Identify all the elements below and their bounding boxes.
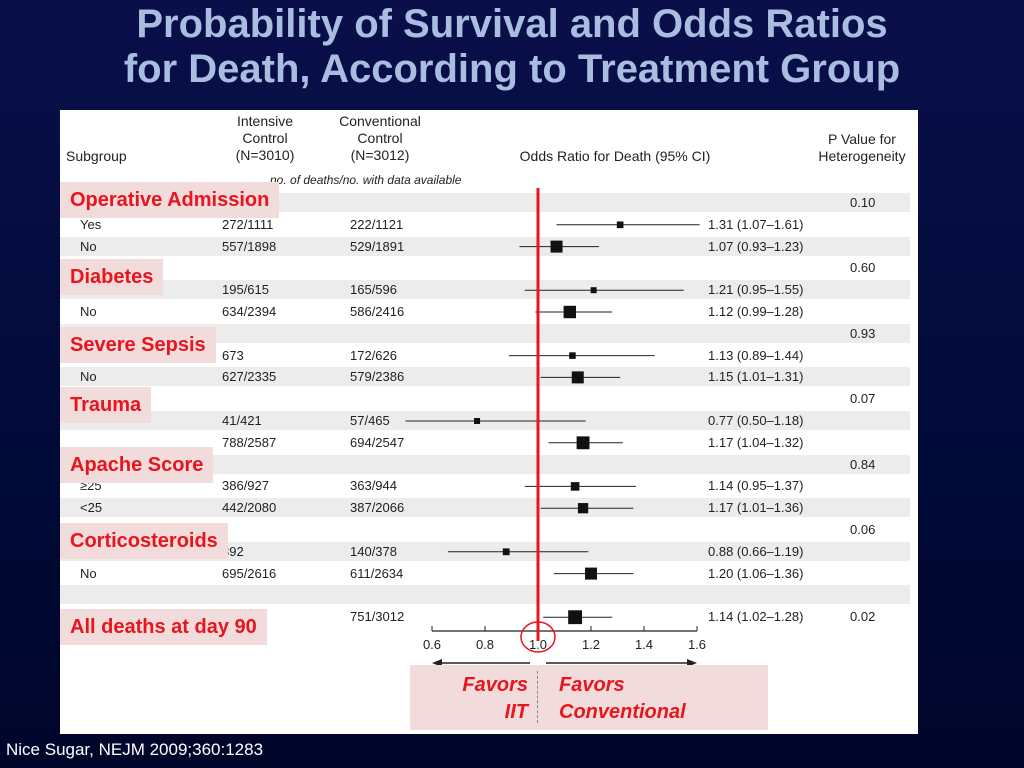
row-odds-ratio-ci: 1.20 (1.06–1.36)	[708, 565, 804, 581]
title-line-2: for Death, According to Treatment Group	[123, 47, 901, 91]
row-band	[60, 236, 910, 256]
reference-highlight-circle	[520, 621, 556, 653]
favors-box: Favors IIT Favors Conventional	[410, 665, 768, 730]
x-tick-label: 1.0	[529, 637, 547, 652]
odds-ratio-marker	[563, 305, 577, 319]
row-p-value: 0.93	[850, 325, 876, 341]
favors-iit: Favors IIT	[462, 674, 528, 723]
label-operative-admission: Operative Admission	[60, 182, 280, 218]
row-conventional: 57/465	[350, 413, 390, 428]
odds-ratio-marker	[568, 610, 583, 625]
row-conventional: 172/626	[350, 347, 397, 363]
label-severe-sepsis: Severe Sepsis	[60, 327, 216, 363]
row-conventional: 222/1121	[350, 216, 404, 232]
odds-ratio-marker	[585, 567, 597, 580]
row-p-value: 0.02	[850, 609, 876, 625]
row-subgroup: No	[80, 238, 97, 254]
row-band	[60, 323, 910, 343]
row-odds-ratio-ci: 1.14 (0.95–1.37)	[708, 478, 804, 494]
odds-ratio-marker	[570, 482, 580, 491]
row-band	[60, 367, 910, 387]
row-conventional: 694/2547	[350, 434, 405, 450]
row-band	[60, 280, 910, 300]
row-conventional: 387/2066	[350, 500, 405, 516]
row-p-value: 0.84	[850, 456, 876, 472]
row-odds-ratio-ci: 1.17 (1.04–1.32)	[708, 434, 804, 450]
row-band	[60, 498, 910, 518]
row-intensive: 673	[222, 347, 244, 363]
row-subgroup: No	[80, 304, 97, 319]
row-subgroup: No	[80, 369, 97, 385]
odds-ratio-marker	[616, 221, 624, 229]
row-conventional: 586/2416	[350, 304, 405, 319]
row-conventional: 611/2634	[350, 565, 404, 581]
x-tick-label: 1.2	[582, 637, 600, 652]
row-odds-ratio-ci: 1.17 (1.01–1.36)	[708, 500, 804, 516]
citation-footer: Nice Sugar, NEJM 2009;360:1283	[6, 740, 264, 759]
row-subgroup: Yes	[80, 216, 102, 232]
row-p-value: 0.60	[850, 260, 876, 276]
row-intensive: 557/1898	[222, 238, 277, 254]
row-odds-ratio-ci: 0.88 (0.66–1.19)	[708, 543, 804, 559]
odds-ratio-marker	[576, 436, 590, 450]
title-line-1: Probability of Survival and Odds Ratios	[136, 2, 888, 46]
row-p-value: 0.10	[850, 195, 876, 210]
x-tick-label: 0.8	[476, 637, 494, 652]
row-odds-ratio-ci: 1.07 (0.93–1.23)	[708, 238, 804, 254]
row-conventional: 165/596	[350, 282, 397, 298]
x-tick-label: 0.6	[423, 637, 441, 652]
row-intensive: 634/2394	[222, 304, 277, 319]
row-subgroup: No	[80, 565, 97, 581]
label-apache-score: Apache Score	[60, 447, 214, 483]
favors-divider	[537, 671, 538, 723]
row-subgroup: <25	[80, 500, 103, 516]
row-intensive: 272/1111	[222, 216, 274, 232]
row-odds-ratio-ci: 1.21 (0.95–1.55)	[708, 282, 804, 298]
row-p-value: 0.06	[850, 522, 876, 537]
row-odds-ratio-ci: 0.77 (0.50–1.18)	[708, 413, 804, 428]
header-subheader: no. of deaths/no. with data available	[270, 173, 462, 187]
header-odds-ratio: Odds Ratio for Death (95% CI)	[519, 148, 711, 164]
row-band	[60, 541, 910, 561]
row-band	[60, 585, 910, 605]
label-trauma: Trauma	[60, 387, 152, 423]
row-intensive: 195/615	[222, 282, 269, 298]
row-conventional: 140/378	[350, 543, 397, 559]
row-intensive: 788/2587	[222, 434, 277, 450]
label-corticosteroids: Corticosteroids	[60, 523, 228, 559]
label-all-deaths: All deaths at day 90	[60, 609, 267, 645]
row-intensive: 41/421	[222, 413, 262, 428]
row-p-value: 0.07	[850, 391, 876, 407]
row-conventional: 363/944	[350, 478, 397, 494]
row-intensive: 386/927	[222, 478, 269, 494]
odds-ratio-marker	[569, 352, 576, 359]
row-odds-ratio-ci: 1.15 (1.01–1.31)	[708, 369, 804, 385]
row-odds-ratio-ci: 1.13 (0.89–1.44)	[708, 347, 804, 363]
row-conventional: 529/1891	[350, 238, 405, 254]
slide-title: Probability of Survival and Odds Ratios …	[0, 2, 1024, 92]
row-conventional: 751/3012	[350, 609, 405, 625]
row-intensive: 627/2335	[222, 369, 277, 385]
header-intensive: Intensive Control (N=3010)	[235, 113, 295, 163]
row-odds-ratio-ci: 1.31 (1.07–1.61)	[708, 216, 804, 232]
row-band	[60, 454, 910, 474]
row-odds-ratio-ci: 1.14 (1.02–1.28)	[708, 609, 804, 625]
header-subgroup: Subgroup	[66, 148, 127, 164]
row-odds-ratio-ci: 1.12 (0.99–1.28)	[708, 304, 804, 319]
label-diabetes: Diabetes	[60, 259, 164, 295]
favors-conventional: Favors Conventional	[559, 674, 686, 723]
x-tick-label: 1.4	[635, 637, 653, 652]
header-conventional: Conventional Control (N=3012)	[339, 113, 421, 163]
header-p-value: P Value for Heterogeneity	[818, 131, 906, 164]
row-intensive: 442/2080	[222, 500, 277, 516]
row-intensive: 695/2616	[222, 565, 277, 581]
x-tick-label: 1.6	[688, 637, 706, 652]
row-conventional: 579/2386	[350, 369, 405, 385]
